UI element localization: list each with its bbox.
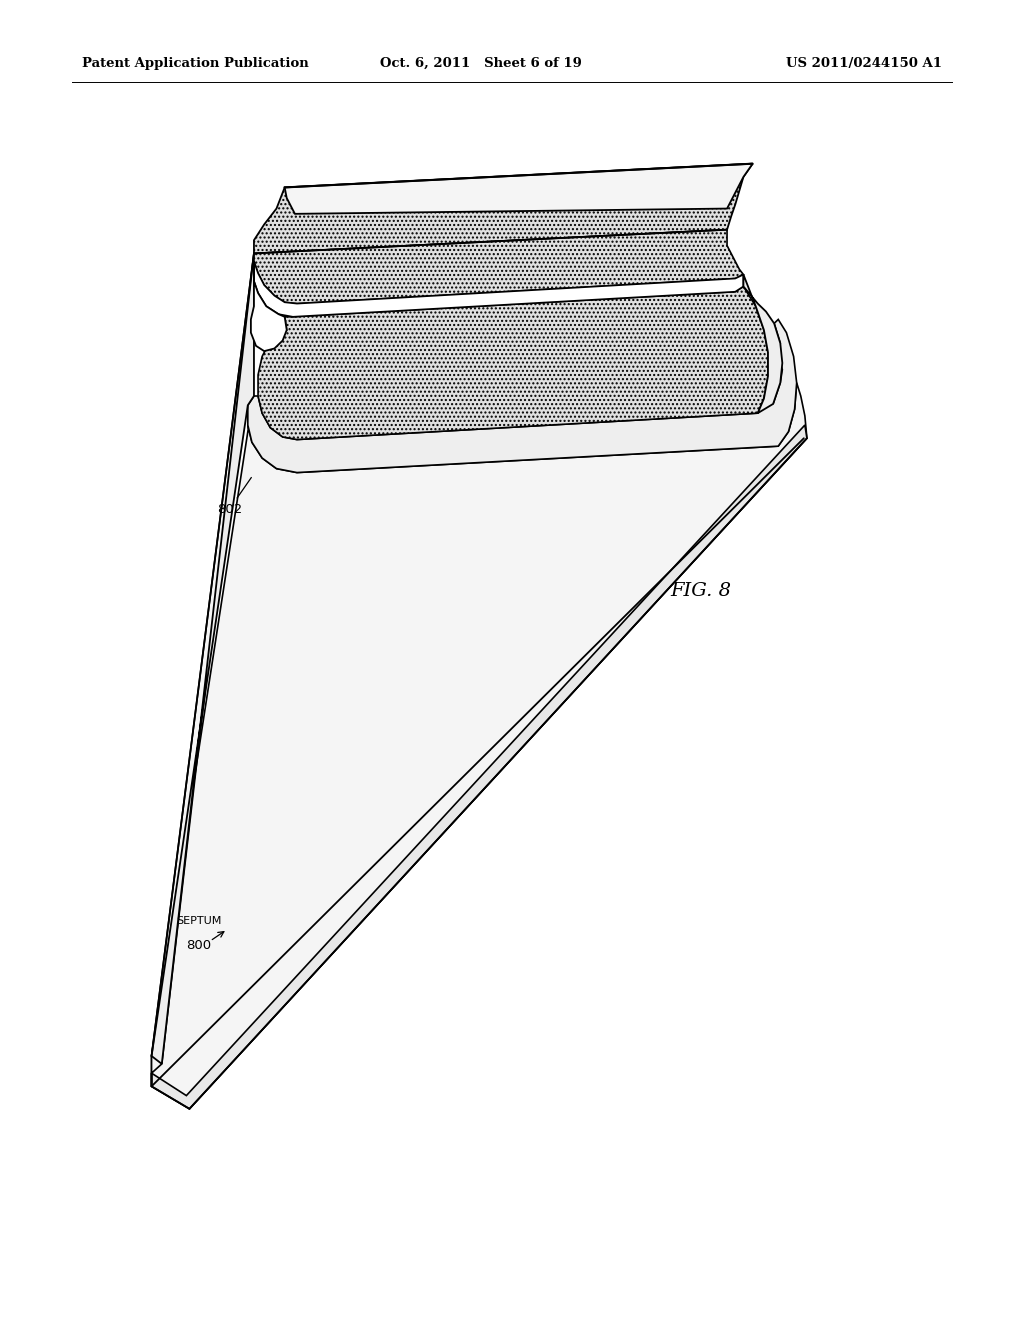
Polygon shape: [152, 425, 807, 1109]
Polygon shape: [254, 164, 753, 253]
Polygon shape: [152, 383, 807, 1109]
Text: FIG. 8: FIG. 8: [671, 582, 732, 601]
Text: 800: 800: [186, 939, 212, 952]
Text: Oct. 6, 2011   Sheet 6 of 19: Oct. 6, 2011 Sheet 6 of 19: [380, 57, 583, 70]
Text: US 2011/0244150 A1: US 2011/0244150 A1: [786, 57, 942, 70]
Polygon shape: [152, 253, 254, 1064]
Text: 802: 802: [217, 503, 243, 516]
Polygon shape: [743, 275, 782, 413]
Text: SEPTUM: SEPTUM: [176, 916, 221, 927]
Polygon shape: [251, 261, 287, 351]
Polygon shape: [254, 261, 743, 317]
Polygon shape: [152, 253, 254, 1086]
Text: Patent Application Publication: Patent Application Publication: [82, 57, 308, 70]
Polygon shape: [258, 286, 768, 440]
Polygon shape: [248, 319, 797, 473]
Polygon shape: [254, 230, 743, 304]
Polygon shape: [285, 164, 753, 214]
